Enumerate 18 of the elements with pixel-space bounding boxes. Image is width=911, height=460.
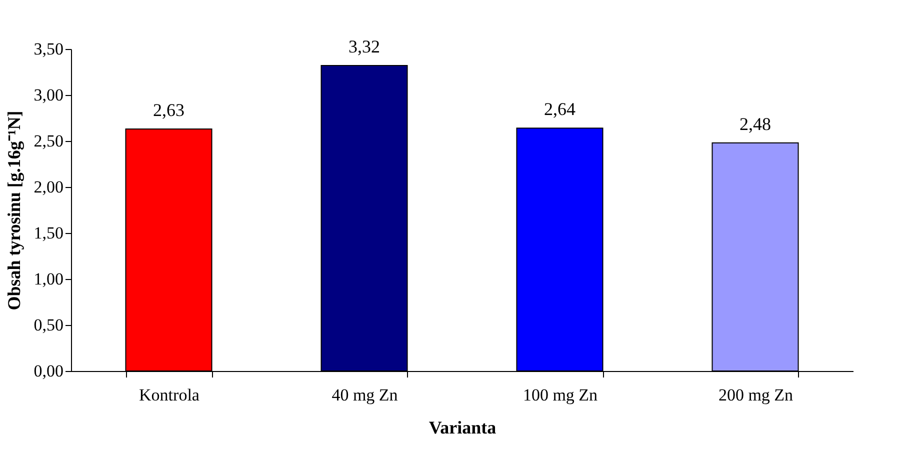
y-tick-label: 3,00 <box>34 86 64 104</box>
y-tick-label: 3,50 <box>34 40 64 58</box>
y-tick-label: 1,00 <box>34 270 64 288</box>
y-tick-label: 2,00 <box>34 178 64 196</box>
y-tick-label: 0,50 <box>34 316 64 334</box>
x-axis-title: Varianta <box>428 418 496 438</box>
y-axis-title: Obsah tyrosinu [g.16g⁻¹N] <box>4 110 24 310</box>
x-tick-label: 100 mg Zn <box>522 386 598 404</box>
x-tick-label: 40 mg Zn <box>332 386 398 404</box>
x-tick-label: Kontrola <box>139 386 200 404</box>
data-label: 3,32 <box>348 36 380 57</box>
data-label: 2,48 <box>740 114 771 134</box>
y-tick-label: 2,50 <box>34 132 64 150</box>
data-label: 2,63 <box>153 100 184 120</box>
y-tick-label: 1,50 <box>34 224 64 242</box>
data-label: 2,64 <box>544 99 576 120</box>
x-tick-label: 200 mg Zn <box>718 386 794 404</box>
y-tick-label: 0,00 <box>34 362 64 380</box>
